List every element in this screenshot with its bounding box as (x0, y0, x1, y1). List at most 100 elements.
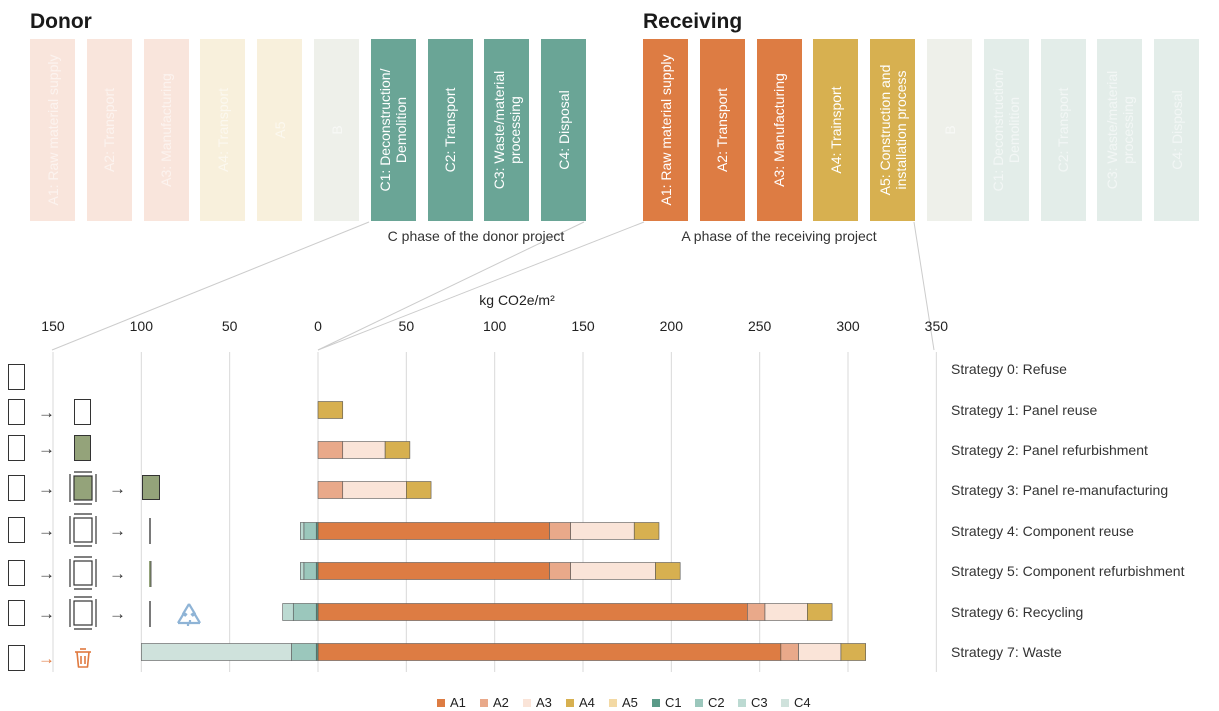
phase-box: C3: Waste/material processing (484, 39, 530, 221)
phase-box: C4: Disposal (541, 39, 587, 221)
x-tick-label: 50 (398, 318, 415, 334)
bar-segment-c2 (292, 603, 317, 621)
arrow-right-icon: → (109, 564, 126, 583)
component-icon (149, 601, 151, 627)
strategy-label: Strategy 3: Panel re-manufacturing (951, 482, 1169, 498)
bar-segment-a2 (549, 562, 571, 580)
arrow-right-icon: → (38, 604, 55, 623)
legend-swatch (523, 698, 531, 707)
panel-icon (8, 399, 25, 425)
bar-segment-a4 (807, 603, 833, 621)
arrow-right-icon: → (109, 604, 126, 623)
bar-segment-c4 (141, 643, 292, 661)
legend-swatch (695, 698, 703, 707)
disassembled-panel-icon (69, 471, 97, 505)
connector-line (317, 221, 585, 351)
strategy-label: Strategy 6: Recycling (951, 604, 1084, 620)
legend-item: A5 (609, 695, 638, 710)
bar-segment-a3 (798, 643, 842, 661)
phase-box: A4: Transport (200, 39, 246, 221)
bar-segment-c2 (291, 643, 317, 661)
legend-label: A5 (622, 695, 638, 710)
phase-box: A3: Manufacturing (143, 39, 189, 221)
phase-box: A5: Construction and installation proces… (870, 39, 916, 221)
legend-label: C4 (794, 695, 811, 710)
bar-segment-c2 (303, 562, 317, 580)
panel-icon (8, 560, 25, 586)
bar-segment-c3 (300, 562, 305, 580)
phase-box: C4: Disposal (1154, 39, 1200, 221)
bar-segment-a1 (317, 603, 748, 621)
bar-segment-a3 (342, 441, 386, 459)
legend-label: C3 (751, 695, 768, 710)
legend-label: A3 (536, 695, 552, 710)
refurbished-panel-icon (74, 435, 91, 461)
recycle-icon (177, 603, 201, 626)
legend-swatch (566, 698, 574, 707)
connector-line (913, 221, 935, 351)
arrow-right-icon: → (38, 649, 55, 668)
arrow-right-icon: → (38, 564, 55, 583)
bar-segment-a4 (655, 562, 681, 580)
phase-box: C2: Transport (1040, 39, 1086, 221)
phase-box: B (927, 39, 972, 221)
bar-segment-c3 (300, 522, 305, 540)
legend-label: A4 (579, 695, 595, 710)
legend-swatch (609, 698, 617, 707)
x-tick-label: 100 (129, 318, 153, 334)
phase-box: A4: Trainsport (813, 39, 859, 221)
component-icon (149, 518, 151, 544)
disassembled-panel-icon (69, 596, 97, 630)
strategy-label: Strategy 7: Waste (951, 644, 1062, 660)
receiving-title: Receiving (643, 10, 743, 33)
legend-swatch (480, 698, 488, 707)
phase-box: C1: Deconstruction/ Demolition (983, 39, 1029, 221)
disassembled-panel-icon (69, 513, 97, 547)
x-tick-label: 0 (314, 318, 322, 334)
x-tick-label: 250 (747, 318, 772, 334)
bar-segment-a4 (633, 522, 660, 540)
strategy-label: Strategy 4: Component reuse (951, 523, 1134, 539)
phase-box: C2: Transport (427, 39, 473, 221)
strategy-label: Strategy 1: Panel reuse (951, 402, 1098, 418)
legend-item: C2 (695, 695, 725, 710)
phase-box: C1: Deconstruction/ Demolition (370, 39, 416, 221)
bar-segment-a2 (317, 481, 344, 499)
bar-segment-a1 (317, 522, 550, 540)
bar-segment-a4 (317, 401, 344, 419)
panel-icon (8, 435, 25, 461)
legend-label: C2 (708, 695, 725, 710)
strategy-label: Strategy 5: Component refurbishment (951, 563, 1185, 579)
bar-segment-a2 (317, 441, 344, 459)
legend-swatch (437, 698, 445, 707)
x-tick-label: 150 (571, 318, 595, 334)
disassembled-panel-icon (69, 556, 97, 590)
legend-item: A3 (523, 695, 552, 710)
legend-label: C1 (665, 695, 682, 710)
arrow-right-icon: → (38, 521, 55, 540)
strategy-label: Strategy 0: Refuse (951, 361, 1067, 377)
panel-icon (8, 600, 25, 626)
x-tick-label: 150 (41, 318, 65, 334)
trash-bin-icon (75, 648, 91, 668)
panel-icon (74, 399, 91, 425)
arrow-right-icon: → (38, 403, 55, 422)
bar-segment-a3 (570, 522, 635, 540)
bar-segment-a2 (747, 603, 766, 621)
receiving-caption: A phase of the receiving project (681, 228, 877, 244)
refurbished-component-icon (149, 561, 152, 587)
x-axis-title: kg CO2e/m² (479, 292, 555, 308)
arrow-right-icon: → (109, 521, 126, 540)
connector-line (51, 221, 370, 351)
arrow-right-icon: → (38, 479, 55, 498)
legend-item: C1 (652, 695, 682, 710)
arrow-right-icon: → (109, 479, 126, 498)
bar-segment-a1 (317, 643, 782, 661)
bar-segment-c3 (282, 603, 294, 621)
donor-title: Donor (30, 10, 92, 33)
donor-caption: C phase of the donor project (387, 228, 565, 244)
phase-box: A2: Transport (699, 39, 745, 221)
bar-segment-a3 (342, 481, 407, 499)
